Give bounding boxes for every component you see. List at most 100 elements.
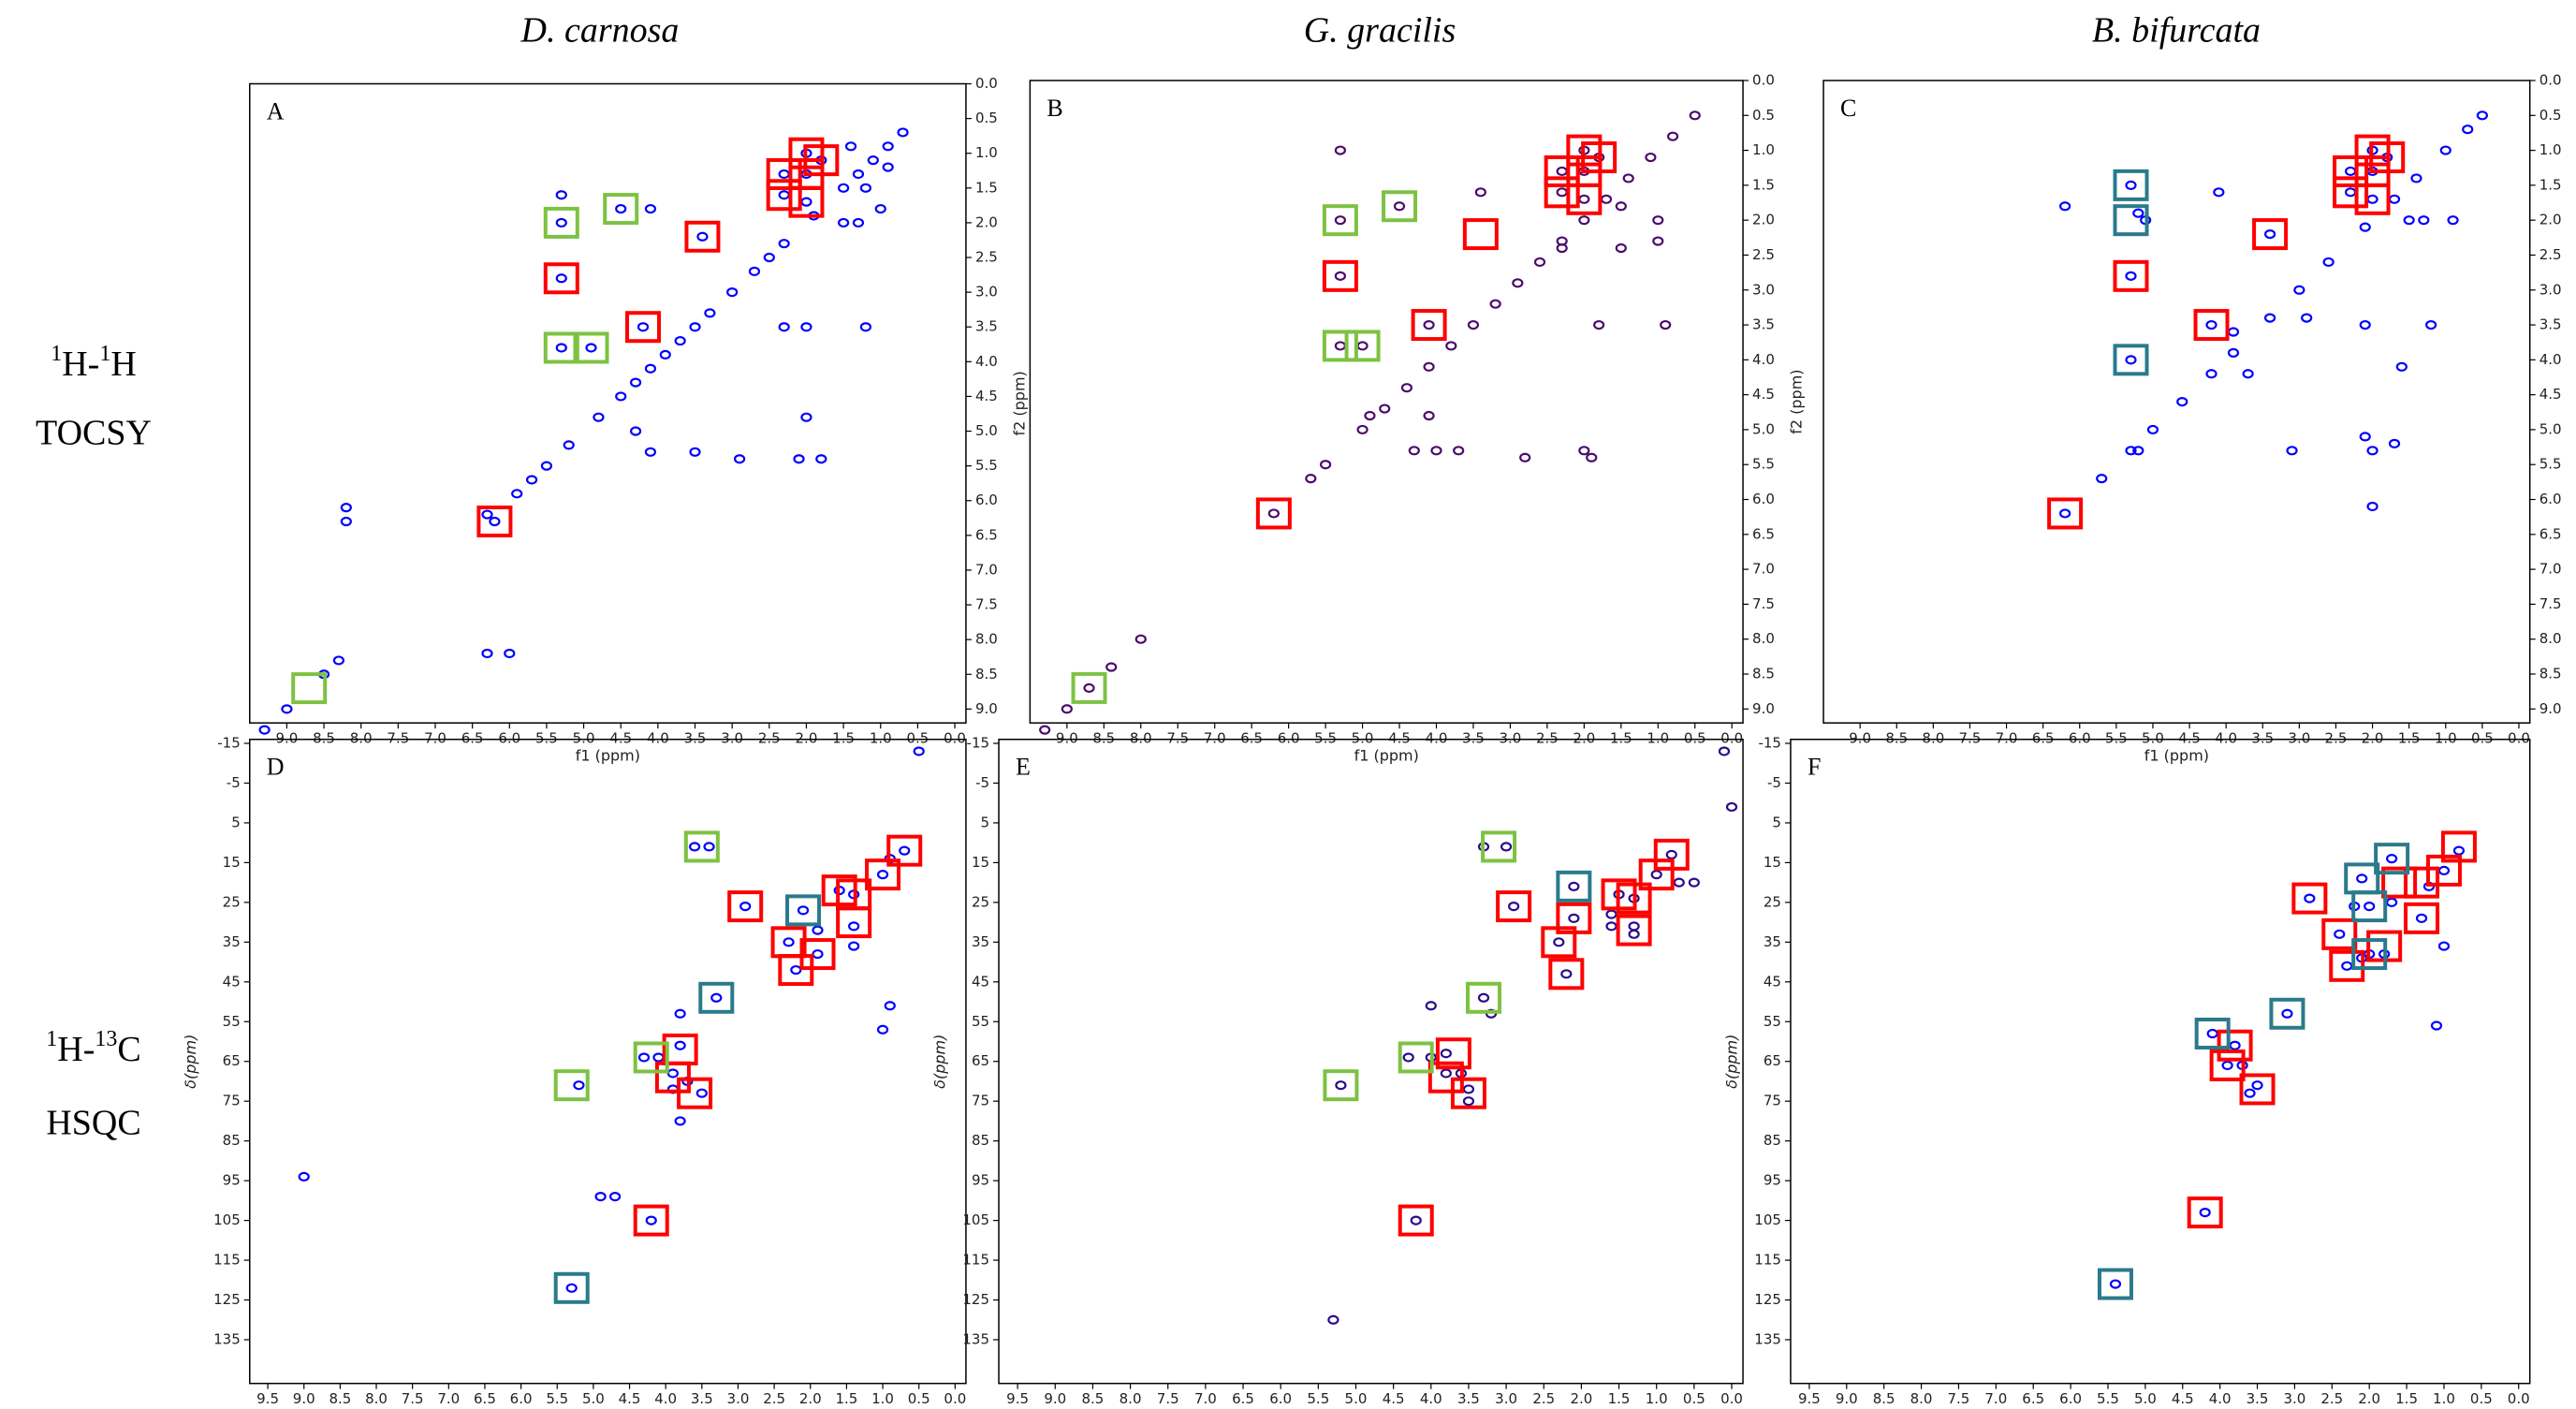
contour-peak <box>2096 474 2108 484</box>
y-tick-label: 25 <box>1764 893 1781 910</box>
contour-peak <box>838 217 850 228</box>
highlight-box <box>1255 497 1292 530</box>
nucleus: H- <box>62 345 99 384</box>
highlight-box <box>2329 949 2365 982</box>
highlight-box <box>1071 671 1107 704</box>
y-tick-label: 9.0 <box>2539 700 2562 717</box>
contour-peak <box>608 1192 622 1202</box>
contour-peak <box>555 273 567 284</box>
y-tick-label: 6.0 <box>2539 491 2562 507</box>
x-tick-label: 2.5 <box>1536 730 1559 747</box>
contour-peak <box>674 1040 686 1050</box>
highlight-box <box>2187 1196 2223 1229</box>
y-tick-label: 5 <box>231 814 241 830</box>
x-tick-label: 7.0 <box>437 1390 460 1405</box>
highlight-box <box>2381 866 2418 899</box>
x-tick-label: 7.5 <box>1959 730 1982 747</box>
contour-peak <box>1556 242 1568 254</box>
contour-peak <box>1430 446 1442 456</box>
x-tick-label: 1.0 <box>871 1390 894 1405</box>
y-tick-label: -15 <box>1758 734 1781 751</box>
contour-peak <box>2415 913 2428 923</box>
x-tick-label: 4.0 <box>2215 730 2237 747</box>
contour-peak <box>1665 849 1677 860</box>
contour-peak <box>1578 215 1590 226</box>
y-tick-label: 5.0 <box>1752 420 1775 437</box>
contour-peak <box>1356 424 1368 435</box>
contour-peak <box>1718 746 1731 756</box>
x-tick-label: 3.5 <box>2247 1390 2269 1405</box>
highlight-box <box>633 1204 669 1237</box>
contour-peak <box>481 648 493 659</box>
y-axis-label: f2 (ppm) <box>1010 371 1028 435</box>
y-tick-label: 2.5 <box>975 249 998 266</box>
x-tick-label: 0.5 <box>1684 730 1706 747</box>
y-tick-label: 2.0 <box>1752 212 1775 228</box>
contour-peak <box>2341 961 2353 971</box>
x-tick-label: 0.5 <box>2471 730 2494 747</box>
contour-peak <box>1556 187 1568 198</box>
x-tick-label: 8.5 <box>1885 730 1908 747</box>
y-tick-label: 95 <box>223 1172 241 1189</box>
highlight-box <box>1398 1204 1434 1237</box>
y-tick-label: 55 <box>223 1013 241 1030</box>
y-tick-label: 7.5 <box>975 596 998 613</box>
contour-peak <box>281 704 293 714</box>
y-tick-label: -5 <box>975 774 989 791</box>
y-tick-label: 4.0 <box>2539 351 2562 368</box>
x-tick-label: 4.5 <box>1388 730 1411 747</box>
y-tick-label: 115 <box>962 1252 989 1269</box>
column-title: G. gracilis <box>1304 11 1456 51</box>
contour-peak <box>2447 215 2459 226</box>
x-tick-label: 0.0 <box>944 1390 966 1405</box>
contour-peak <box>874 203 886 214</box>
x-tick-label: 8.5 <box>313 730 335 747</box>
contour-peak <box>2213 187 2225 198</box>
x-axis-label: f1 (ppm) <box>2144 747 2209 765</box>
contour-peak <box>2366 446 2378 456</box>
plot-frame <box>1822 80 2531 724</box>
highlight-box <box>543 331 579 364</box>
contour-peak <box>644 203 657 214</box>
contour-peak <box>1628 921 1640 932</box>
y-tick-label: 85 <box>223 1132 241 1149</box>
contour-peak <box>659 349 671 360</box>
contour-peak <box>1423 361 1435 372</box>
contour-peak <box>703 842 715 852</box>
x-tick-label: 5.0 <box>1345 1390 1368 1405</box>
contour-peak <box>2476 110 2488 121</box>
contour-peak <box>1666 131 1679 141</box>
contour-peak <box>2388 438 2401 448</box>
y-tick-label: 5.5 <box>1752 456 1775 473</box>
contour-peak <box>1083 682 1095 694</box>
contour-peak <box>2251 1080 2263 1091</box>
contour-peak <box>2395 361 2408 372</box>
x-tick-label: 6.0 <box>498 730 520 747</box>
x-tick-label: 1.5 <box>832 730 855 747</box>
x-tick-label: 6.0 <box>510 1390 533 1405</box>
highlight-box <box>2374 843 2410 875</box>
y-tick-label: 85 <box>1764 1132 1781 1149</box>
highlight-box <box>1462 218 1499 251</box>
y-tick-label: 65 <box>223 1052 241 1069</box>
y-tick-label: 3.5 <box>2539 316 2562 333</box>
highlight-box <box>683 830 720 863</box>
x-tick-label: 3.5 <box>1457 1390 1480 1405</box>
highlight-box <box>603 193 639 226</box>
column-title: B. bifurcata <box>2092 11 2261 51</box>
row-label: HSQC <box>46 1104 140 1143</box>
highlight-box <box>2369 141 2406 174</box>
x-tick-label: 4.0 <box>647 730 669 747</box>
x-tick-label: 3.5 <box>691 1390 713 1405</box>
y-tick-label: 7.5 <box>2539 595 2562 612</box>
contour-peak <box>689 447 701 457</box>
y-tick-label: 6.5 <box>975 526 998 543</box>
contour-peak <box>1327 1314 1339 1325</box>
y-tick-label: 115 <box>213 1252 241 1269</box>
y-tick-label: 15 <box>1764 854 1781 871</box>
y-tick-label: 55 <box>972 1013 989 1030</box>
x-tick-label: 7.0 <box>1194 1390 1217 1405</box>
highlight-box <box>2333 176 2369 209</box>
contour-peak <box>848 941 860 951</box>
x-tick-label: 2.0 <box>2362 730 2384 747</box>
